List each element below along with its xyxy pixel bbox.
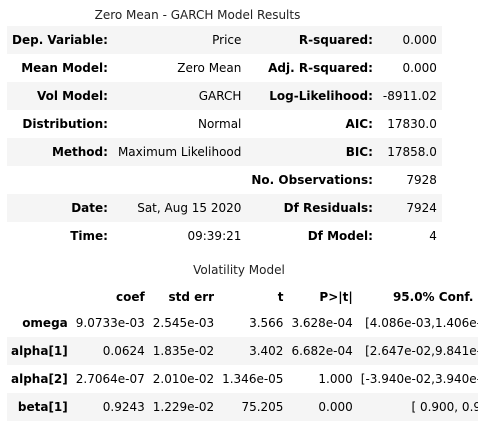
table-cell: 1.229e-02 [148,393,219,421]
table-row: Distribution: Normal AIC: 17830.0 [7,110,442,138]
table-cell: 3.628e-04 [291,316,353,330]
stat-label: Df Residuals: [246,194,378,222]
table-cell: 1.835e-02 [148,337,219,365]
table-cell: 1.346e-05 [222,372,284,386]
stat-value: 7924 [377,194,442,222]
table-row: omega 9.0733e-03 2.545e-03 3.566 3.628e-… [7,309,478,337]
parameter-name: alpha[1] [7,337,72,365]
table-row: Dep. Variable: Price R-squared: 0.000 [7,26,442,54]
column-header [7,284,72,309]
stat-value: 7928 [406,173,437,187]
stat-label: Adj. R-squared: [268,61,373,75]
table-cell: [4.086e-03,1.406e-02] [365,316,478,330]
table-cell: [2.647e-02,9.841e-02] [356,337,478,365]
stat-label: Distribution: [22,117,108,131]
table-cell: 3.566 [249,316,284,330]
parameter-name: beta[1] [7,393,72,421]
column-header: 95.0% Conf. Int. [392,289,478,304]
table-cell: 0.9243 [71,393,149,421]
column-header: std err [168,289,215,304]
stat-value: Price [112,26,247,54]
table-row: alpha[2] 2.7064e-07 2.010e-02 1.346e-05 … [7,365,478,393]
stat-value: Sat, Aug 15 2020 [112,194,247,222]
table-cell: 2.7064e-07 [75,372,145,386]
parameter-name: alpha[2] [11,372,68,386]
stat-label: No. Observations: [251,173,373,187]
column-header: coef [116,289,145,304]
stat-label: AIC: [345,117,373,131]
column-header: P>|t| [319,289,353,304]
model-results-caption: Zero Mean - GARCH Model Results [94,8,301,22]
stat-label [7,166,113,194]
header-row: coef std err t P>|t| 95.0% Conf. Int. [7,284,478,309]
stat-label: Date: [7,194,113,222]
model-results-table: Dep. Variable: Price R-squared: 0.000 Me… [7,26,442,250]
table-row: beta[1] 0.9243 1.229e-02 75.205 0.000 [ … [7,393,478,421]
table-cell: [-3.940e-02,3.940e-02] [360,372,478,386]
stat-label: Log-Likelihood: [246,82,378,110]
stat-value: Maximum Likelihood [112,138,247,166]
column-header: t [277,289,284,304]
stat-value: 17858.0 [377,138,442,166]
table-row: Date: Sat, Aug 15 2020 Df Residuals: 792… [7,194,442,222]
table-cell: 2.010e-02 [152,372,215,386]
stat-value: 4 [429,229,437,243]
parameter-name: omega [22,316,68,330]
table-row: alpha[1] 0.0624 1.835e-02 3.402 6.682e-0… [7,337,478,365]
volatility-model-caption: Volatility Model [193,263,285,277]
stat-label: Method: [7,138,113,166]
stat-value: -8911.02 [377,82,442,110]
table-cell: 0.000 [287,393,357,421]
stat-value: 0.000 [402,61,437,75]
table-row: Vol Model: GARCH Log-Likelihood: -8911.0… [7,82,442,110]
stat-value: GARCH [112,82,247,110]
stat-label: R-squared: [246,26,378,54]
table-cell: 3.402 [218,337,288,365]
table-cell: 6.682e-04 [287,337,357,365]
table-cell: 1.000 [318,372,353,386]
stat-value [113,166,246,194]
table-row: Method: Maximum Likelihood BIC: 17858.0 [7,138,442,166]
volatility-model-table: coef std err t P>|t| 95.0% Conf. Int. om… [7,284,478,421]
stat-label: BIC: [246,138,378,166]
table-row: Time: 09:39:21 Df Model: 4 [7,222,442,250]
stat-value: Normal [197,117,242,131]
table-row: Mean Model: Zero Mean Adj. R-squared: 0.… [7,54,442,82]
stat-value: 0.000 [377,26,442,54]
stat-label: Df Model: [307,229,373,243]
table-cell: [ 0.900, 0.948] [356,393,478,421]
table-cell: 75.205 [218,393,288,421]
table-cell: 2.545e-03 [152,316,215,330]
stat-label: Mean Model: [21,61,108,75]
stat-label: Vol Model: [7,82,113,110]
stat-label: Time: [70,229,108,243]
table-row: No. Observations: 7928 [7,166,442,194]
table-cell: 9.0733e-03 [75,316,145,330]
stat-label: Dep. Variable: [7,26,113,54]
table-cell: 0.0624 [71,337,149,365]
stat-value: 17830.0 [387,117,437,131]
stat-value: Zero Mean [177,61,242,75]
stat-value: 09:39:21 [187,229,242,243]
